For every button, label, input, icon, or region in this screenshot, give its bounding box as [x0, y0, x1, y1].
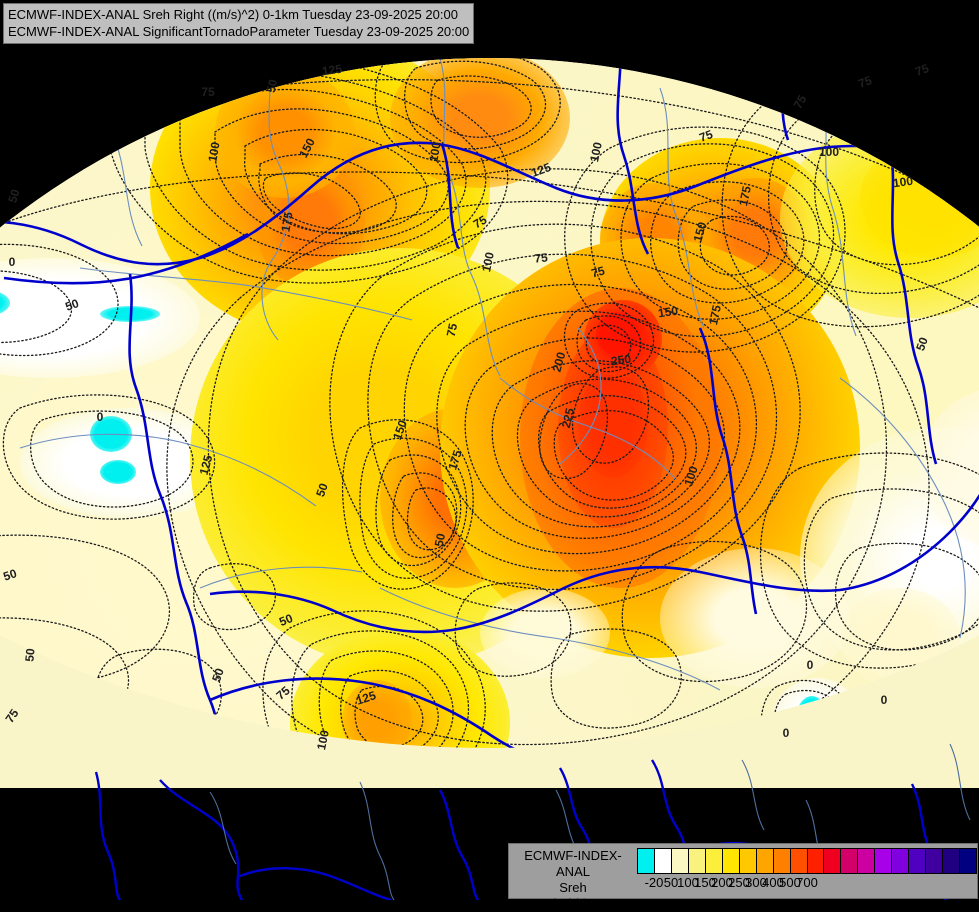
title-box: ECMWF-INDEX-ANAL Sreh Right ((m/s)^2) 0-…	[3, 3, 475, 44]
national-borders	[0, 58, 979, 748]
contour-and-border-overlay	[0, 58, 979, 748]
colorbar-swatch-7[interactable]	[756, 849, 774, 873]
colorbar-swatch-5[interactable]	[722, 849, 740, 873]
contour-label-50-17: 50	[431, 532, 449, 548]
contour-label-50-0: 50	[5, 187, 23, 205]
legend-units: (m/s)^2	[551, 896, 595, 911]
colorbar-swatch-15[interactable]	[892, 849, 910, 873]
colorbar-swatch-18[interactable]	[943, 849, 961, 873]
colorbar-swatch-2[interactable]	[671, 849, 689, 873]
colorbar-swatch-16[interactable]	[909, 849, 927, 873]
colorbar-swatch-10[interactable]	[807, 849, 825, 873]
colorbar-swatch-9[interactable]	[790, 849, 808, 873]
colorbar-tick--20: -20	[644, 875, 664, 890]
contour-label-150-29: 150	[657, 303, 679, 321]
contour-label-100-40: 100	[818, 145, 840, 159]
map-projection-inner	[0, 58, 979, 748]
colorbar-swatch-6[interactable]	[739, 849, 757, 873]
map-projection-area	[0, 58, 979, 788]
colorbar-legend[interactable]: ECMWF-INDEX-ANAL Sreh (m/s)^2 -20 50 100 15…	[508, 843, 978, 911]
iso-contours	[0, 58, 979, 748]
colorbar-swatch-11[interactable]	[824, 849, 842, 873]
colorbar-swatch-13[interactable]	[858, 849, 876, 873]
legend-model-name: ECMWF-INDEX-ANAL	[524, 848, 622, 879]
colorbar-swatch-8[interactable]	[773, 849, 791, 873]
colorbar-swatch-0[interactable]	[638, 849, 655, 873]
contour-label-0-48: 0	[782, 726, 790, 740]
title-line-1: ECMWF-INDEX-ANAL Sreh Right ((m/s)^2) 0-…	[8, 7, 458, 22]
contour-label-75-43: 75	[856, 73, 874, 91]
colorbar-swatches[interactable]	[637, 848, 977, 874]
contour-label-125-9: 125	[321, 61, 343, 79]
contour-label-0-47: 0	[880, 693, 888, 707]
colorbar-tick-700: 700	[796, 875, 818, 890]
colorbar-swatch-12[interactable]	[841, 849, 859, 873]
legend-parameter: Sreh	[559, 880, 587, 895]
colorbar-area: -20 50 100 150 200 250 300 400 500 700	[637, 844, 977, 892]
colorbar-ticks: -20 50 100 150 200 250 300 400 500 700	[637, 874, 977, 892]
contour-label-75-44: 75	[913, 61, 931, 79]
contour-label-50-10: 50	[263, 78, 281, 94]
contour-label-75-7: 75	[201, 85, 215, 99]
contour-label-0-3: 0	[96, 410, 104, 424]
contour-label-100-41: 100	[892, 173, 914, 191]
contour-label-0-1: 0	[8, 255, 16, 269]
colorbar-swatch-19[interactable]	[960, 849, 977, 873]
colorbar-swatch-4[interactable]	[705, 849, 723, 873]
colorbar-swatch-1[interactable]	[654, 849, 672, 873]
contour-label-250-32: 250	[610, 351, 632, 369]
colorbar-swatch-17[interactable]	[926, 849, 944, 873]
legend-caption: ECMWF-INDEX-ANAL Sreh (m/s)^2	[509, 844, 637, 912]
colorbar-tick-50: 50	[663, 875, 679, 890]
colorbar-swatch-3[interactable]	[688, 849, 706, 873]
contour-label-75-23: 75	[533, 250, 549, 266]
contour-label-75-42: 75	[790, 92, 810, 112]
contour-label-0-46: 0	[806, 658, 814, 672]
contour-label-75-18: 75	[443, 322, 461, 338]
colorbar-swatch-14[interactable]	[875, 849, 893, 873]
title-line-2: ECMWF-INDEX-ANAL SignificantTornadoParam…	[8, 24, 470, 39]
contour-label-50-6: 50	[22, 647, 38, 663]
